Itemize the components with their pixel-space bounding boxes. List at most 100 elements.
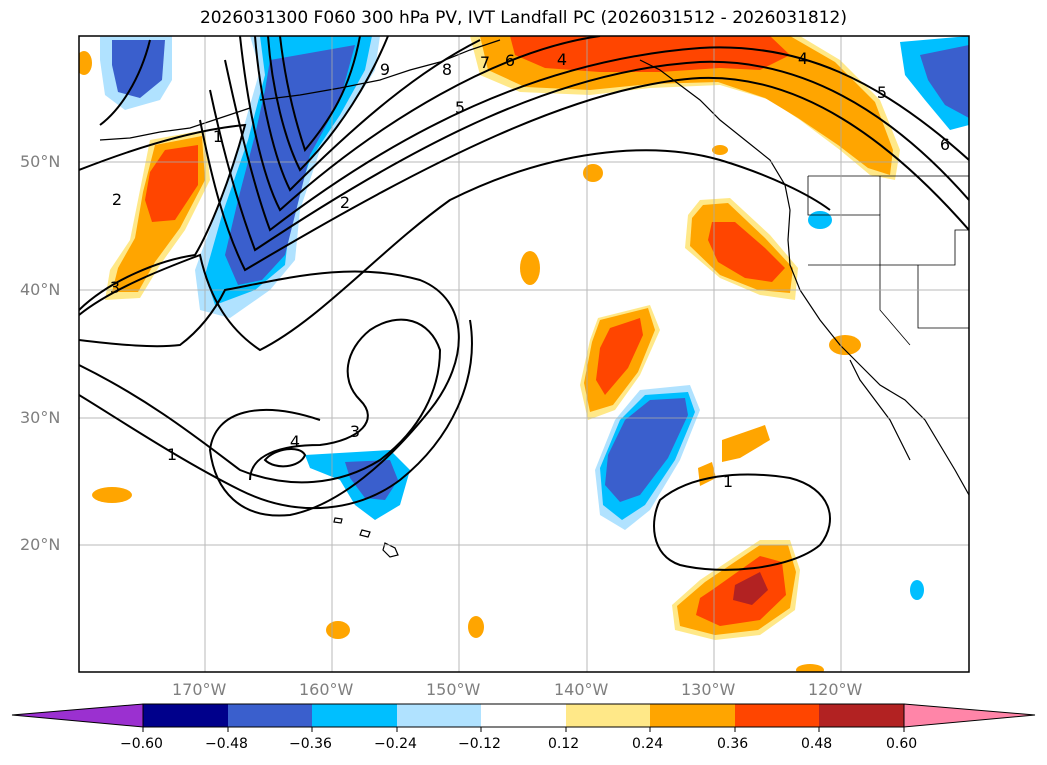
contour-line	[79, 319, 473, 510]
coastlines	[99, 39, 969, 558]
boundary-states-4	[917, 265, 969, 329]
blue-blob-oregon	[808, 211, 832, 229]
negative-anomaly-shading	[100, 36, 969, 600]
warm-blob-129w-51n	[712, 145, 728, 155]
contour-line	[254, 36, 481, 192]
warm-blob-180-57n	[79, 51, 92, 75]
coastline-northwest-us	[639, 59, 969, 496]
boundary-states-5	[879, 265, 911, 346]
contour-label: 1	[213, 127, 223, 146]
colorbar-outline	[142, 703, 905, 728]
contour-labels: 9 8 7 6 5 4 2 1 2 3 4 3 1 1 4 5 6	[110, 49, 950, 491]
lon-label-170w: 170°W	[172, 680, 227, 699]
lon-label-120w: 120°W	[808, 680, 863, 699]
contour-label: 4	[557, 50, 567, 69]
colorbar-bin	[481, 704, 566, 727]
lon-label-160w: 160°W	[299, 680, 354, 699]
contour-line	[79, 149, 831, 352]
contour-label: 7	[480, 53, 490, 72]
boundary-states-1	[807, 176, 969, 266]
colorbar-bin	[650, 704, 735, 727]
contour-label: 5	[877, 83, 887, 102]
contour-label: 1	[723, 472, 733, 491]
lat-label-20n: 20°N	[20, 535, 61, 554]
warm-blob-130w-25n	[722, 425, 770, 462]
warm-blob-150w-13n	[468, 616, 484, 638]
coastline-hawaii-2	[359, 529, 371, 538]
colorbar-bin	[735, 704, 819, 727]
contour-line	[79, 123, 247, 311]
colorbar	[11, 703, 1036, 732]
pv-contours	[79, 36, 969, 571]
warm-blob-146w-42n	[520, 251, 540, 285]
colorbar-tick-label: −0.12	[458, 736, 501, 752]
warm-blob-125w-10n	[796, 664, 824, 672]
warm-blob-162w-13n	[326, 621, 350, 639]
warm-region-south-darkred	[733, 572, 768, 605]
contour-line	[239, 36, 601, 212]
warm-blob-west-23n	[92, 487, 132, 503]
map-frame	[78, 35, 970, 673]
colorbar-tick-label: −0.48	[205, 736, 248, 752]
colorbar-bin	[312, 704, 397, 727]
colorbar-bin	[143, 704, 228, 727]
colorbar-extend-low	[11, 703, 144, 728]
coastline-hawaii-3	[333, 517, 343, 524]
contour-line	[224, 46, 969, 232]
lat-label-30n: 30°N	[20, 408, 61, 427]
coastline-baja	[849, 359, 911, 461]
blue-region-ne-dark	[920, 45, 969, 118]
political-boundaries	[807, 175, 969, 346]
contour-line	[79, 270, 460, 517]
colorbar-bin	[397, 704, 481, 727]
coastline-aleutians	[99, 107, 251, 141]
contour-label: 8	[442, 60, 452, 79]
warm-blob-141w-49n	[583, 164, 603, 182]
blue-region-trough-dark	[225, 45, 355, 285]
lat-label-50n: 50°N	[20, 152, 61, 171]
colorbar-tick-label: 0.24	[632, 736, 664, 752]
warm-region-mid-pacific-red	[596, 318, 643, 395]
contour-line	[79, 318, 442, 484]
colorbar-tick-label: −0.60	[120, 736, 163, 752]
warm-region-california-red	[708, 222, 785, 282]
map-title: 2026031300 F060 300 hPa PV, IVT Landfall…	[199, 8, 847, 28]
colorbar-tick-label: 0.12	[548, 736, 580, 752]
contour-label: 3	[110, 278, 120, 297]
coastline-hawaii-1	[382, 542, 399, 558]
colorbar-bin	[228, 704, 312, 727]
contour-line	[199, 76, 969, 272]
contour-label: 6	[505, 51, 515, 70]
contour-line	[653, 473, 831, 571]
contour-line	[267, 36, 389, 172]
contour-label: 9	[380, 60, 390, 79]
contour-label: 2	[112, 190, 122, 209]
contour-label: 4	[290, 432, 300, 451]
warm-blob-133w-23n	[698, 462, 716, 486]
contour-label: 6	[940, 135, 950, 154]
colorbar-tick-label: −0.36	[289, 736, 332, 752]
contour-label: 4	[798, 49, 808, 68]
colorbar-tick-label: 0.48	[801, 736, 833, 752]
lon-label-140w: 140°W	[554, 680, 609, 699]
contour-label: 1	[167, 445, 177, 464]
coastline-alaska-peninsula	[259, 39, 501, 101]
colorbar-bin	[819, 704, 904, 727]
blue-region-central-dark	[605, 398, 688, 502]
colorbar-tick-label: −0.24	[374, 736, 417, 752]
colorbar-bin	[566, 704, 650, 727]
colorbar-extend-high	[903, 703, 1036, 728]
colorbar-tick-label: 0.60	[886, 736, 918, 752]
blue-blob-mexico	[910, 580, 924, 600]
lat-label-40n: 40°N	[20, 280, 61, 299]
warm-region-bering-red	[145, 145, 198, 222]
positive-anomaly-shading	[79, 36, 900, 672]
contour-label: 5	[455, 98, 465, 117]
colorbar-tick-label: 0.36	[717, 736, 749, 752]
contour-label: 2	[340, 193, 350, 212]
contour-line	[263, 448, 307, 468]
contour-label: 3	[350, 422, 360, 441]
contour-line	[209, 60, 969, 252]
lon-label-130w: 130°W	[681, 680, 736, 699]
